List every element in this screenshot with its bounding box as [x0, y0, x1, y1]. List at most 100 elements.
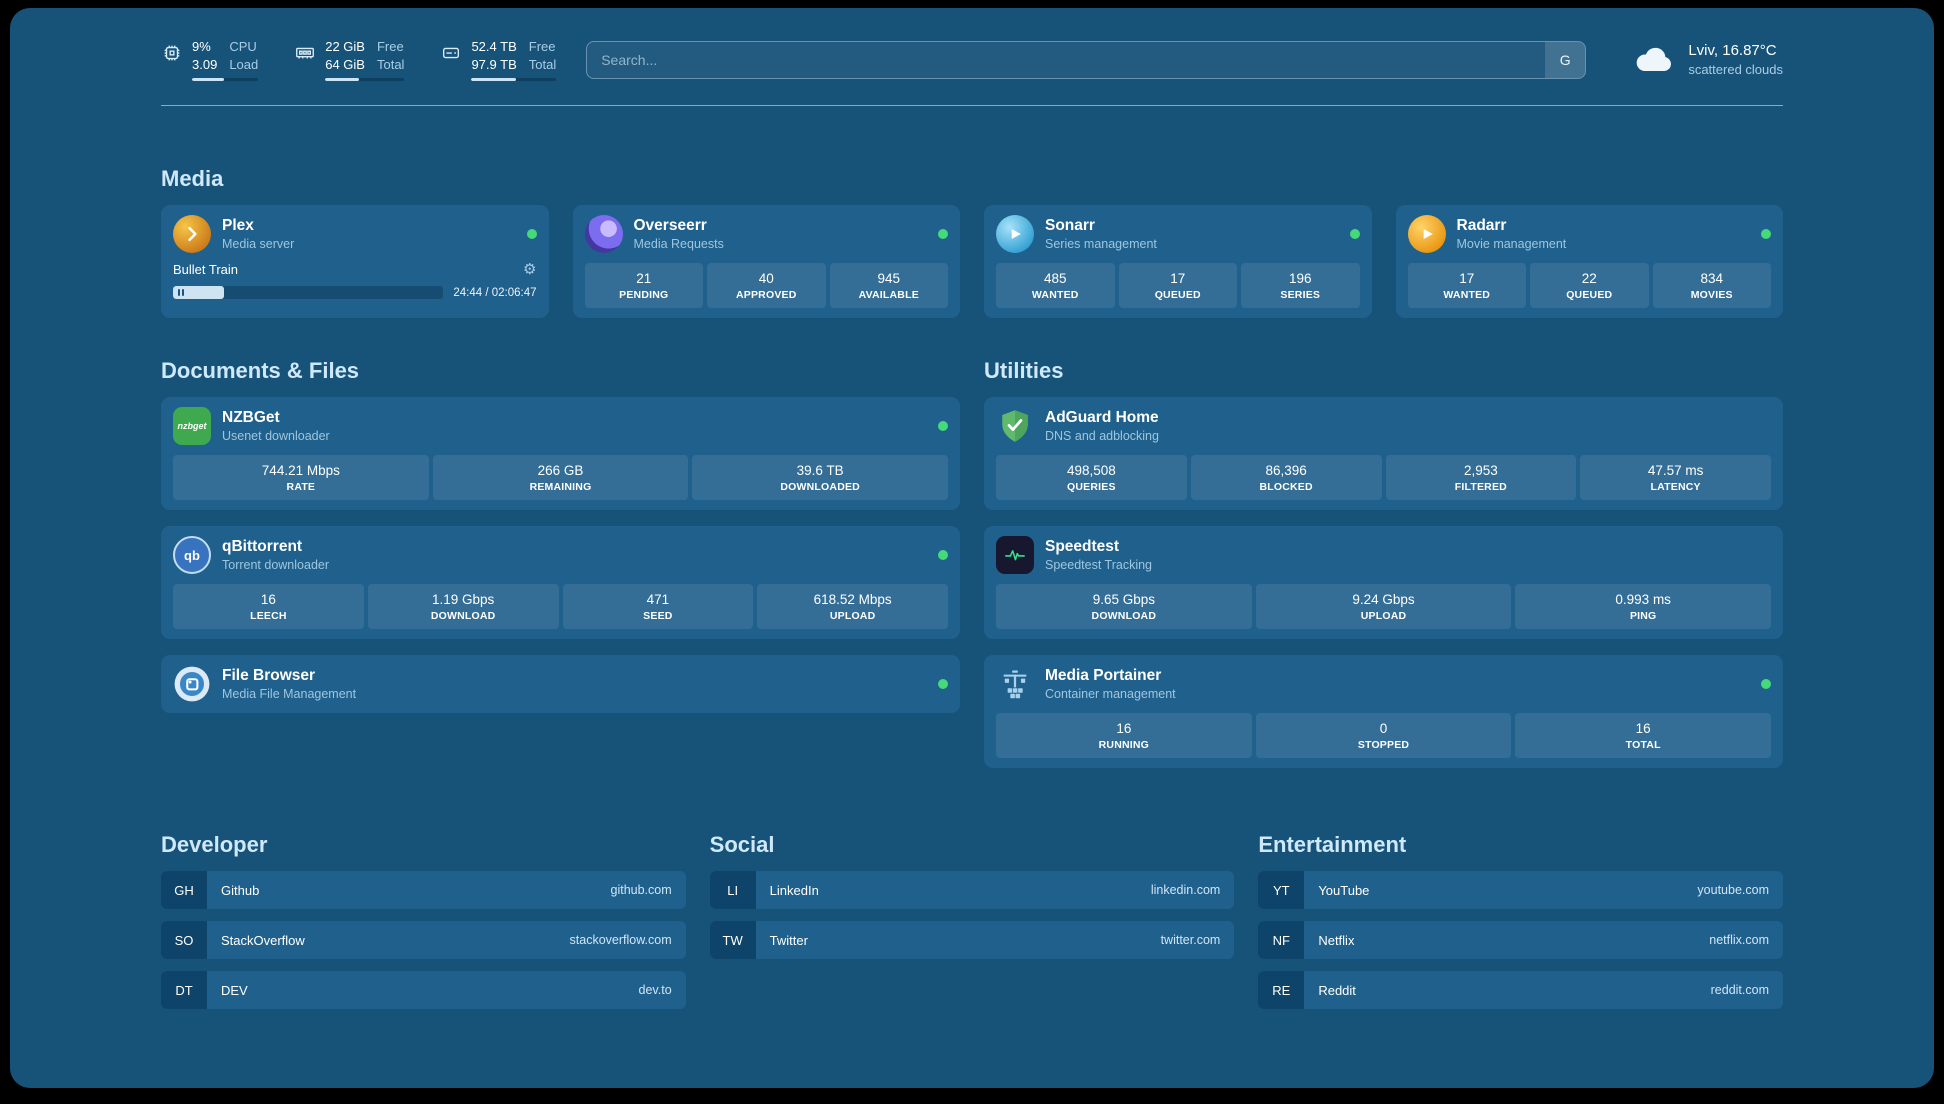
status-dot — [1761, 229, 1771, 240]
disk-progress-fill — [471, 78, 517, 82]
bookmark-stackoverflow[interactable]: SO StackOverflow stackoverflow.com — [161, 921, 686, 960]
radarr-icon — [1407, 215, 1446, 254]
stat-box: 1.19 Gbps DOWNLOAD — [367, 584, 559, 630]
disk-free: 52.4 TB — [471, 39, 517, 54]
portainer-icon — [996, 665, 1034, 703]
bookmark-netflix[interactable]: NF Netflix netflix.com — [1258, 921, 1783, 960]
memory-progress-fill — [325, 78, 359, 82]
stat-box: 471 SEED — [562, 584, 754, 630]
bookmark-twitter[interactable]: TW Twitter twitter.com — [709, 921, 1235, 960]
service-card-plex[interactable]: Plex Media server Bullet Train ⚙ — [161, 205, 549, 319]
service-subtitle: Container management — [1045, 687, 1176, 702]
stat-box: 22 QUEUED — [1530, 263, 1649, 309]
disk-icon — [440, 42, 462, 64]
bookmark-name: StackOverflow — [221, 932, 305, 948]
bookmark-url: netflix.com — [1709, 933, 1769, 948]
memory-free: 22 GiB — [325, 39, 365, 54]
stat-box: 21 PENDING — [584, 263, 703, 309]
stat-box: 16 LEECH — [173, 584, 364, 630]
stat-box: 16 RUNNING — [996, 713, 1252, 759]
memory-widget: 22 GiB 64 GiB Free Total — [294, 38, 405, 82]
service-name: Sonarr — [1045, 217, 1095, 235]
bookmark-abbr: DT — [161, 971, 207, 1010]
stat-box: 40 APPROVED — [707, 263, 826, 309]
stat-box: 2,953 FILTERED — [1385, 455, 1577, 501]
stat-box: 9.24 Gbps UPLOAD — [1255, 584, 1512, 630]
sonarr-icon — [996, 215, 1034, 254]
section-documents: Documents & Files nzbget NZBGet Usenet d… — [161, 358, 960, 768]
bookmark-url: github.com — [610, 883, 672, 898]
service-name: Radarr — [1456, 217, 1507, 235]
service-name: Plex — [222, 217, 254, 235]
stat-box: 47.57 ms LATENCY — [1580, 455, 1771, 501]
service-name: File Browser — [222, 667, 316, 685]
service-card-qbittorrent[interactable]: qb qBittorrent Torrent downloader 16 LEE… — [161, 526, 960, 640]
resource-widgets: 9% 3.09 CPU Load — [161, 38, 557, 82]
bookmark-group-title: Developer — [161, 832, 268, 858]
stat-box: 945 AVAILABLE — [829, 263, 948, 309]
bookmark-group-developer: Developer GH Github github.com SO StackO… — [161, 832, 686, 1010]
cpu-progress-fill — [192, 78, 224, 82]
dashboard-frame: 9% 3.09 CPU Load — [10, 8, 1934, 1088]
stat-box: 17 QUEUED — [1118, 263, 1237, 309]
service-card-speedtest[interactable]: Speedtest Speedtest Tracking 9.65 Gbps D… — [984, 526, 1783, 640]
section-media: Media Plex Media server Bullet — [161, 166, 1783, 319]
service-card-sonarr[interactable]: Sonarr Series management 485 WANTED 17 Q… — [984, 205, 1372, 319]
status-dot — [938, 229, 948, 240]
service-name: Overseerr — [633, 217, 707, 235]
service-name: Speedtest — [1045, 538, 1120, 556]
bookmark-abbr: RE — [1258, 971, 1305, 1010]
section-title-documents: Documents & Files — [161, 358, 360, 384]
disk-free-label: Free — [528, 39, 556, 54]
speedtest-icon — [996, 536, 1034, 575]
cpu-usage: 9% — [192, 39, 211, 54]
stat-box: 498,508 QUERIES — [996, 455, 1187, 501]
bookmark-name: Netflix — [1318, 932, 1355, 948]
bookmark-abbr: SO — [161, 921, 207, 960]
bookmark-linkedin[interactable]: LI LinkedIn linkedin.com — [709, 871, 1235, 910]
stat-box: 16 TOTAL — [1515, 713, 1772, 759]
playback-progress-track[interactable] — [173, 286, 444, 300]
cpu-icon — [161, 42, 183, 64]
disk-total: 97.9 TB — [471, 57, 517, 73]
search-input[interactable] — [587, 41, 1546, 78]
bookmark-group-title: Entertainment — [1258, 832, 1407, 858]
status-dot — [938, 421, 948, 432]
bookmark-abbr: TW — [709, 921, 756, 960]
adguard-icon — [996, 407, 1034, 445]
service-card-radarr[interactable]: Radarr Movie management 17 WANTED 22 QUE… — [1395, 205, 1783, 319]
cpu-load-label: Load — [229, 57, 259, 73]
stat-box: 266 GB REMAINING — [432, 455, 689, 501]
service-card-filebrowser[interactable]: File Browser Media File Management — [161, 655, 960, 714]
disk-total-label: Total — [528, 57, 557, 73]
bookmark-name: YouTube — [1318, 882, 1370, 898]
stat-box: 86,396 BLOCKED — [1190, 455, 1382, 501]
status-dot — [526, 229, 537, 240]
bookmark-url: dev.to — [638, 983, 672, 998]
bookmark-youtube[interactable]: YT YouTube youtube.com — [1258, 871, 1783, 910]
overseerr-icon — [584, 215, 623, 254]
playback-time: 24:44 / 02:06:47 — [453, 286, 537, 299]
pause-icon[interactable] — [178, 289, 184, 297]
settings-gear-icon[interactable]: ⚙ — [523, 261, 537, 279]
service-card-portainer[interactable]: Media Portainer Container management 16 … — [984, 655, 1783, 769]
bookmark-github[interactable]: GH Github github.com — [161, 871, 686, 910]
stat-box: 9.65 Gbps DOWNLOAD — [996, 584, 1252, 630]
search-provider-button[interactable]: G — [1545, 41, 1586, 78]
service-card-adguard[interactable]: AdGuard Home DNS and adblocking 498,508 … — [984, 397, 1783, 511]
service-card-overseerr[interactable]: Overseerr Media Requests 21 PENDING 40 A… — [572, 205, 960, 319]
section-title-media: Media — [161, 166, 224, 192]
bookmark-name: Twitter — [769, 932, 808, 948]
service-subtitle: Torrent downloader — [222, 558, 330, 573]
bookmark-reddit[interactable]: RE Reddit reddit.com — [1258, 971, 1783, 1010]
bookmark-name: DEV — [221, 982, 248, 998]
bookmark-url: twitter.com — [1160, 933, 1221, 948]
service-card-nzbget[interactable]: nzbget NZBGet Usenet downloader 744.21 M… — [161, 397, 960, 511]
status-dot — [938, 679, 948, 690]
bookmark-dev[interactable]: DT DEV dev.to — [161, 971, 686, 1010]
memory-total-label: Total — [376, 57, 405, 73]
service-name: AdGuard Home — [1045, 409, 1159, 427]
bookmark-group-social: Social LI LinkedIn linkedin.com TW Twitt… — [709, 832, 1235, 1009]
service-subtitle: Speedtest Tracking — [1045, 558, 1153, 573]
weather-condition: scattered clouds — [1688, 62, 1783, 78]
